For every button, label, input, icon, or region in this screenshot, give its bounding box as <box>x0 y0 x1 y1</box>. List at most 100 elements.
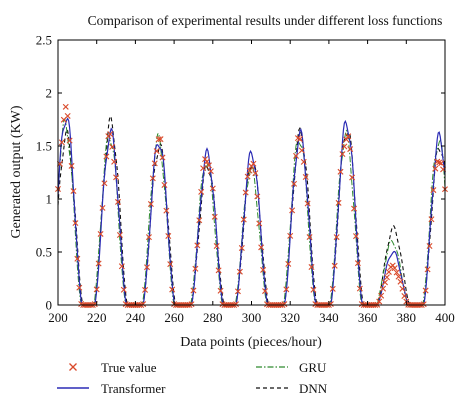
true-value-point <box>306 234 313 241</box>
true-value-point <box>383 274 390 281</box>
true-value-point <box>430 187 437 194</box>
true-value-point <box>95 260 102 267</box>
true-value-point <box>385 268 392 275</box>
true-value-point <box>356 285 363 292</box>
true-value-point <box>209 185 216 192</box>
true-value-point <box>188 301 195 308</box>
true-value-point <box>333 234 340 241</box>
true-value-point <box>382 279 389 286</box>
true-value-point <box>64 112 71 119</box>
true-value-point <box>351 205 358 212</box>
true-value-point <box>256 220 263 227</box>
true-value-point <box>200 165 207 172</box>
true-value-point <box>293 152 299 159</box>
true-value-point <box>153 148 160 155</box>
true-value-point <box>302 173 309 180</box>
true-value-point <box>289 207 296 214</box>
true-value-point <box>76 284 83 291</box>
true-value-point <box>207 168 214 175</box>
true-value-point <box>337 168 344 175</box>
true-value-point <box>438 160 445 167</box>
true-value-point <box>147 201 154 207</box>
plot-markers <box>55 103 448 308</box>
x-tick-label: 340 <box>319 310 339 325</box>
true-value-point <box>300 158 307 165</box>
true-value-point <box>354 260 361 267</box>
legend-marker-true-value <box>69 363 77 371</box>
true-value-point <box>107 131 114 138</box>
legend: True value Transformer GRU DNN <box>57 360 328 396</box>
true-value-point <box>349 174 356 181</box>
x-tick-label: 400 <box>435 310 455 325</box>
true-value-point <box>428 216 435 223</box>
true-value-point <box>113 174 120 181</box>
legend-label-gru: GRU <box>299 360 327 375</box>
legend-label-dnn: DNN <box>299 381 328 396</box>
x-tick-label: 200 <box>48 310 68 325</box>
true-value-point <box>149 175 156 182</box>
true-value-point <box>380 285 387 292</box>
true-value-point <box>401 293 408 299</box>
true-value-point <box>72 220 79 227</box>
true-value-point <box>109 143 116 150</box>
true-value-point <box>192 265 199 272</box>
true-value-point <box>254 193 261 200</box>
legend-label-transformer: Transformer <box>101 381 166 396</box>
true-value-point <box>395 273 402 280</box>
true-value-point <box>329 285 336 292</box>
x-tick-label: 380 <box>397 310 417 325</box>
y-tick-label: 1.5 <box>36 139 52 154</box>
true-value-point <box>347 146 354 153</box>
legend-item-true-value: True value <box>69 360 157 375</box>
true-value-point <box>116 231 123 238</box>
true-value-point <box>161 181 168 188</box>
true-value-point <box>310 286 317 293</box>
true-value-point <box>298 147 305 154</box>
true-value-point <box>101 180 108 187</box>
legend-item-transformer: Transformer <box>57 381 166 396</box>
true-value-point <box>287 232 294 239</box>
true-value-point <box>397 278 404 285</box>
true-value-point <box>339 151 346 158</box>
true-value-point <box>236 268 243 275</box>
y-axis-label: Generated output (KW) <box>9 105 24 238</box>
true-value-point <box>118 263 125 270</box>
true-value-point <box>391 265 398 272</box>
true-value-point <box>103 153 110 160</box>
true-value-point <box>240 216 247 223</box>
true-value-point <box>252 170 259 177</box>
true-value-point <box>163 207 170 214</box>
true-value-point <box>68 162 75 169</box>
true-value-point <box>190 287 197 294</box>
true-value-point <box>204 158 210 165</box>
x-tick-label: 220 <box>87 310 107 325</box>
true-value-point <box>151 160 158 167</box>
true-value-point <box>291 180 298 187</box>
true-value-point <box>165 233 172 239</box>
legend-label-true-value: True value <box>101 360 157 375</box>
true-value-point <box>426 243 433 250</box>
true-value-point <box>217 287 224 294</box>
true-value-point <box>308 264 315 270</box>
true-value-point <box>205 162 212 169</box>
true-value-point <box>194 242 201 249</box>
y-tick-label: 2 <box>46 86 53 101</box>
chart-title: Comparison of experimental results under… <box>88 13 443 28</box>
x-tick-label: 240 <box>126 310 146 325</box>
true-value-point <box>424 266 431 273</box>
true-value-point <box>343 136 350 143</box>
true-value-point <box>169 286 176 293</box>
true-value-point <box>99 204 106 211</box>
true-value-point <box>93 286 100 293</box>
true-value-point <box>399 285 406 292</box>
true-value-point <box>250 160 257 167</box>
true-value-point <box>157 136 164 143</box>
x-tick-label: 320 <box>280 310 300 325</box>
true-value-point <box>140 301 147 308</box>
true-value-point <box>142 286 149 293</box>
true-value-point <box>111 158 118 165</box>
true-value-point <box>62 103 69 110</box>
true-value-point <box>155 136 162 143</box>
legend-item-gru: GRU <box>256 360 327 375</box>
